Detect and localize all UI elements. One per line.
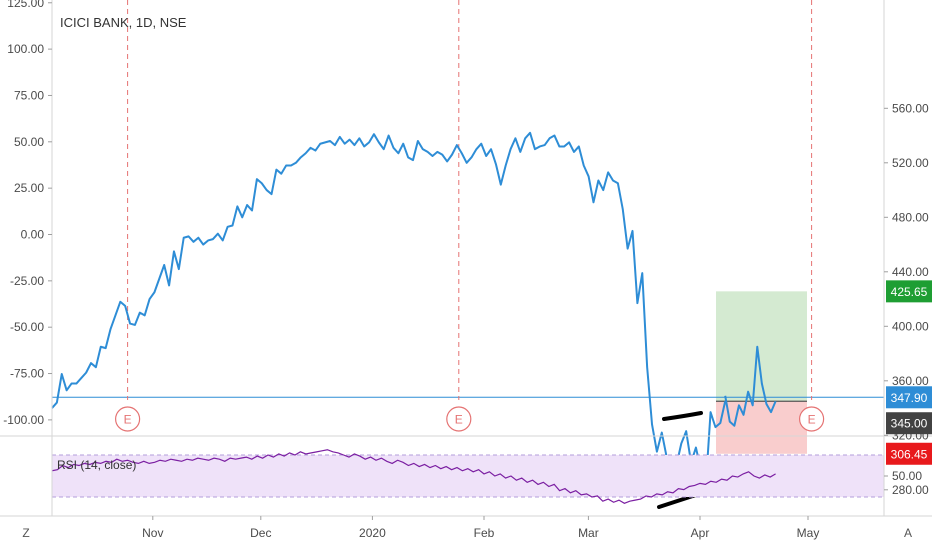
x-tick-label-0: Nov (142, 526, 163, 540)
price-line-recent (724, 345, 777, 427)
left-tick-label-8: -75.00 (10, 367, 44, 381)
left-tick-label-2: 75.00 (14, 88, 44, 102)
rsi-label: RSI (14, close) (57, 458, 136, 472)
left-tick-label-6: -25.00 (10, 274, 44, 288)
x-tick-label-5: Apr (691, 526, 710, 540)
x-tick-label-3: Feb (474, 526, 495, 540)
earnings-marker-2 (798, 406, 825, 432)
rsi-band (52, 455, 884, 497)
chart-title: ICICI BANK, 1D, NSE (60, 15, 187, 30)
log-scale-toggle[interactable]: Z (22, 526, 29, 540)
x-tick-label-2: 2020 (359, 526, 386, 540)
right-tick-label-3: 440.00 (892, 265, 929, 279)
left-tick-label-9: -100.00 (3, 413, 44, 427)
x-tick-label-6: May (797, 526, 820, 540)
price-divergence-mark (662, 411, 703, 421)
left-tick-label-5: 0.00 (21, 228, 45, 242)
stop-price-badge (886, 442, 932, 465)
right-tick-label-5: 360.00 (892, 374, 929, 388)
earnings-marker-label-0: E (124, 413, 132, 427)
left-tick-label-1: 100.00 (7, 42, 44, 56)
left-tick-label-7: -50.00 (10, 320, 44, 334)
x-tick-label-1: Dec (250, 526, 271, 540)
earnings-marker-label-1: E (455, 413, 463, 427)
stop-price-badge-label: 306.45 (891, 447, 928, 461)
right-tick-label-0: 560.00 (892, 101, 929, 115)
left-tick-label-4: 25.00 (14, 181, 44, 195)
current-price-badge (886, 386, 932, 409)
earnings-marker-1 (446, 406, 472, 432)
rsi-tick-label-0: 50.00 (892, 469, 922, 483)
auto-scale-toggle[interactable]: A (904, 526, 912, 540)
earnings-marker-0 (114, 406, 141, 432)
entry-price-badge-label: 345.00 (891, 417, 928, 431)
rsi-line (51, 449, 776, 504)
right-tick-label-7: 280.00 (892, 483, 929, 497)
price-line (51, 131, 727, 498)
target-price-badge-label: 425.65 (891, 285, 928, 299)
current-price-badge-label: 347.90 (891, 391, 928, 405)
left-tick-label-0: 125.00 (7, 0, 44, 10)
entry-price-badge (886, 412, 932, 435)
earnings-marker-label-2: E (808, 413, 816, 427)
stop-zone (716, 401, 807, 454)
right-tick-label-1: 520.00 (892, 156, 929, 170)
x-tick-label-4: Mar (578, 526, 599, 540)
right-tick-label-2: 480.00 (892, 210, 929, 224)
target-price-badge (886, 280, 932, 303)
right-tick-label-4: 400.00 (892, 319, 929, 333)
left-tick-label-3: 50.00 (14, 135, 44, 149)
